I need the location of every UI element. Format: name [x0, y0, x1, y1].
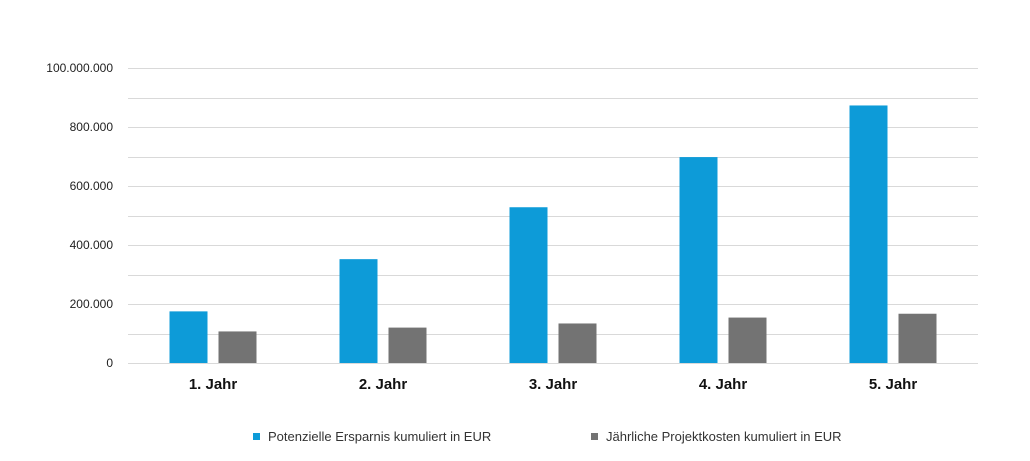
x-category-label: 4. Jahr: [699, 376, 748, 393]
bar-series-1-5: [849, 105, 888, 363]
x-category-label: 5. Jahr: [869, 376, 918, 393]
y-axis-tick-labels: 0 200.000 400.000 600.000 800.000 100.000.000: [46, 61, 113, 370]
bar-series-1-3: [509, 207, 548, 363]
gridlines: [128, 68, 978, 364]
bar-series-2-1: [218, 331, 257, 363]
legend-label: Potenzielle Ersparnis kumuliert in EUR: [268, 429, 491, 444]
legend-label: Jährliche Projektkosten kumuliert in EUR: [606, 429, 842, 444]
y-tick-label: 600.000: [70, 179, 114, 193]
bar-series-2-4: [728, 317, 767, 363]
bar-series-1-1: [169, 311, 208, 363]
y-tick-label: 0: [106, 356, 113, 370]
y-tick-label: 800.000: [70, 120, 114, 134]
y-tick-label: 400.000: [70, 238, 114, 252]
y-tick-label: 100.000.000: [46, 61, 113, 75]
y-tick-label: 200.000: [70, 297, 114, 311]
legend-swatch: [253, 433, 260, 440]
bar-series-2-5: [898, 313, 937, 363]
x-axis-category-labels: 1. Jahr 2. Jahr 3. Jahr 4. Jahr 5. Jahr: [189, 376, 918, 393]
x-category-label: 2. Jahr: [359, 376, 408, 393]
bar-series-2-2: [388, 327, 427, 363]
bars: [169, 105, 937, 363]
x-category-label: 3. Jahr: [529, 376, 578, 393]
bar-series-1-2: [339, 259, 378, 363]
bar-series-2-3: [558, 323, 597, 363]
legend: Potenzielle Ersparnis kumuliert in EUR Jä…: [253, 429, 842, 444]
x-category-label: 1. Jahr: [189, 376, 238, 393]
bar-series-1-4: [679, 157, 718, 363]
legend-swatch: [591, 433, 598, 440]
